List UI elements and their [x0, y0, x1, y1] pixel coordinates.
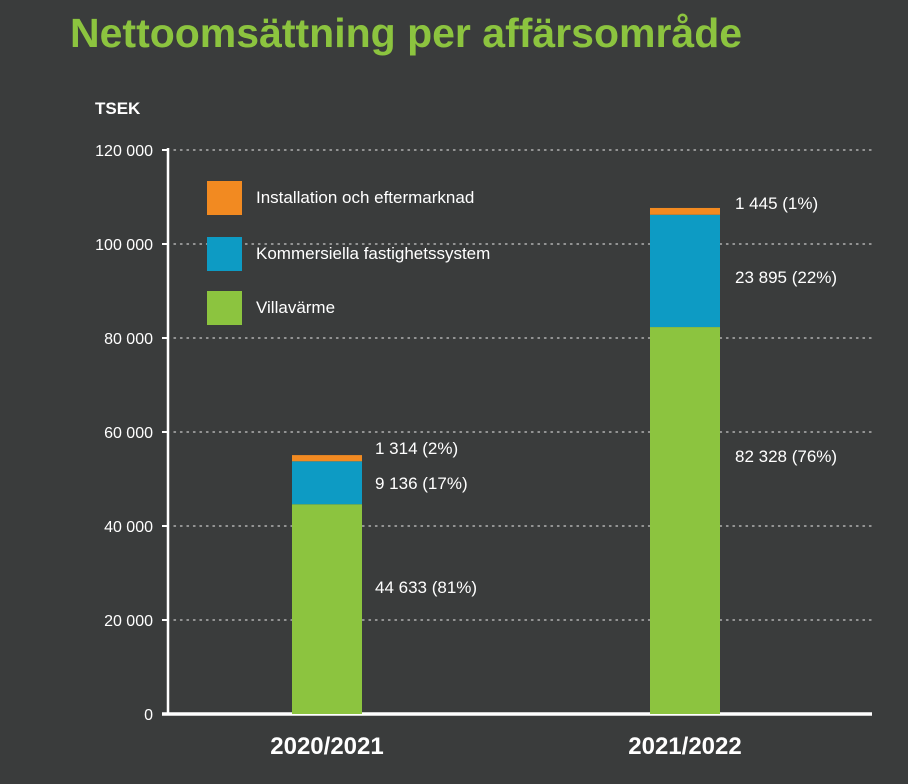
y-tick-label: 20 000 [104, 613, 153, 630]
data-label: 1 314 (2%) [375, 439, 458, 458]
bar-segment-installation-och-eftermarknad [650, 207, 720, 215]
y-tick-label: 40 000 [104, 519, 153, 536]
y-axis-unit-label: TSEK [95, 99, 141, 118]
bar-segment-villav-rme [292, 504, 362, 714]
y-tick-label: 60 000 [104, 425, 153, 442]
legend-swatch [207, 291, 242, 325]
y-tick-label: 120 000 [95, 143, 153, 160]
y-tick-label: 0 [144, 707, 153, 724]
x-category-label: 2020/2021 [270, 733, 383, 760]
y-tick-label: 100 000 [95, 237, 153, 254]
data-label: 1 445 (1%) [735, 194, 818, 213]
y-tick-label: 80 000 [104, 331, 153, 348]
legend-label: Installation och eftermarknad [256, 188, 474, 207]
legend-swatch [207, 237, 242, 271]
data-label: 9 136 (17%) [375, 474, 468, 493]
data-label: 23 895 (22%) [735, 268, 837, 287]
legend-label: Villavärme [256, 298, 335, 317]
data-label: 44 633 (81%) [375, 578, 477, 597]
chart-title: Nettoomsättning per affärsområde [70, 10, 743, 56]
x-category-label: 2021/2022 [628, 733, 741, 760]
bar-segment-villav-rme [650, 327, 720, 714]
legend-swatch [207, 181, 242, 215]
data-label: 82 328 (76%) [735, 447, 837, 466]
legend-label: Kommersiella fastighetssystem [256, 244, 490, 263]
bar-segment-kommersiella-fastighetssystem [292, 461, 362, 505]
bar-segment-installation-och-eftermarknad [292, 455, 362, 462]
bar-segment-kommersiella-fastighetssystem [650, 214, 720, 328]
